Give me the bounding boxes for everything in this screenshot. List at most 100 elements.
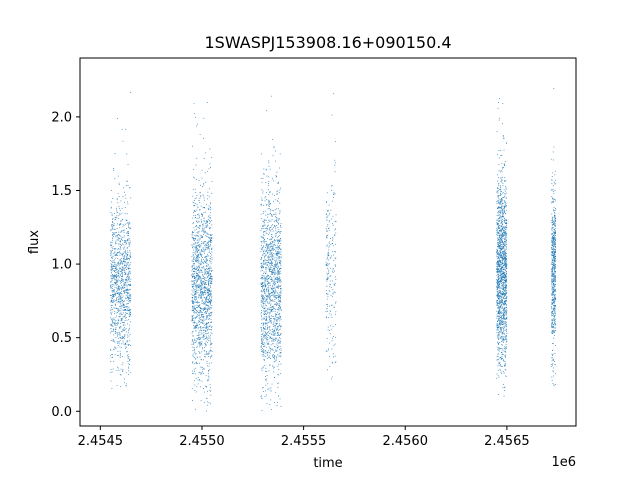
data-point — [117, 299, 119, 301]
data-point — [203, 267, 205, 269]
data-point — [263, 358, 265, 360]
data-point — [191, 266, 193, 268]
data-point — [272, 354, 274, 355]
data-point — [195, 260, 197, 262]
data-point — [328, 251, 329, 253]
data-point — [271, 265, 273, 267]
data-point — [206, 244, 208, 246]
data-point — [110, 297, 112, 299]
data-point — [196, 245, 198, 247]
data-point — [121, 252, 123, 254]
data-point — [260, 304, 262, 306]
data-point — [112, 288, 113, 290]
data-point — [267, 332, 269, 333]
data-point — [205, 331, 207, 333]
data-point — [196, 273, 198, 275]
data-point — [200, 196, 202, 198]
data-point — [266, 322, 268, 324]
data-point — [123, 316, 125, 318]
data-point — [124, 284, 125, 286]
data-point — [124, 287, 126, 289]
data-point — [112, 222, 114, 223]
data-point — [118, 298, 120, 300]
data-point — [265, 294, 267, 296]
data-point — [502, 234, 504, 235]
data-point — [127, 255, 128, 257]
data-point — [266, 329, 268, 331]
data-point — [129, 311, 131, 313]
data-point — [504, 194, 506, 196]
data-point — [192, 309, 194, 311]
data-point — [276, 219, 277, 221]
data-point — [120, 368, 122, 370]
data-point — [269, 168, 271, 170]
data-point — [267, 311, 268, 313]
data-point — [505, 314, 507, 316]
data-point — [128, 223, 130, 225]
data-point — [272, 300, 274, 302]
data-point — [326, 293, 328, 295]
data-point — [110, 349, 112, 351]
data-point — [280, 285, 282, 287]
data-point — [126, 276, 128, 278]
data-point — [498, 282, 500, 283]
data-point — [268, 227, 270, 229]
data-point — [206, 284, 207, 285]
data-point — [198, 275, 200, 277]
data-point — [497, 190, 499, 192]
data-point — [501, 199, 503, 201]
data-point — [266, 371, 267, 372]
data-point — [268, 268, 270, 270]
data-point — [208, 245, 209, 247]
data-point — [505, 329, 507, 331]
data-point — [210, 275, 212, 277]
data-point — [129, 315, 131, 316]
data-point — [192, 267, 194, 269]
data-point — [273, 356, 275, 358]
data-point — [497, 354, 499, 355]
data-point — [270, 293, 271, 295]
data-point — [115, 274, 117, 276]
data-point — [198, 277, 200, 278]
data-point — [194, 390, 196, 391]
data-point — [194, 322, 196, 324]
data-point — [279, 340, 281, 342]
data-point — [268, 160, 270, 162]
data-point — [128, 303, 129, 304]
data-point — [499, 296, 500, 298]
data-point — [210, 282, 211, 284]
data-point — [274, 281, 276, 283]
data-point — [497, 279, 499, 281]
data-point — [110, 355, 111, 356]
data-point — [118, 310, 119, 312]
data-point — [205, 308, 207, 310]
data-point — [328, 246, 330, 248]
data-point — [110, 309, 111, 311]
data-point — [504, 339, 506, 340]
data-point — [130, 242, 131, 244]
data-point — [114, 276, 116, 278]
data-point — [269, 299, 271, 301]
data-point — [197, 238, 199, 240]
data-point — [192, 302, 194, 304]
data-point — [118, 243, 119, 245]
data-point — [277, 263, 279, 265]
data-point — [505, 321, 507, 323]
data-point — [277, 334, 279, 336]
data-point — [210, 202, 211, 204]
data-point — [264, 280, 266, 282]
data-point — [262, 255, 264, 257]
data-point — [206, 398, 208, 399]
data-point — [127, 296, 129, 298]
data-point — [498, 256, 500, 258]
data-point — [117, 321, 119, 323]
data-point — [192, 370, 193, 372]
data-point — [128, 222, 130, 224]
data-point — [199, 380, 201, 382]
data-point — [200, 332, 202, 334]
data-point — [198, 220, 200, 222]
data-point — [193, 270, 195, 272]
data-point — [276, 193, 278, 194]
data-point — [261, 182, 263, 184]
data-point — [122, 303, 124, 305]
